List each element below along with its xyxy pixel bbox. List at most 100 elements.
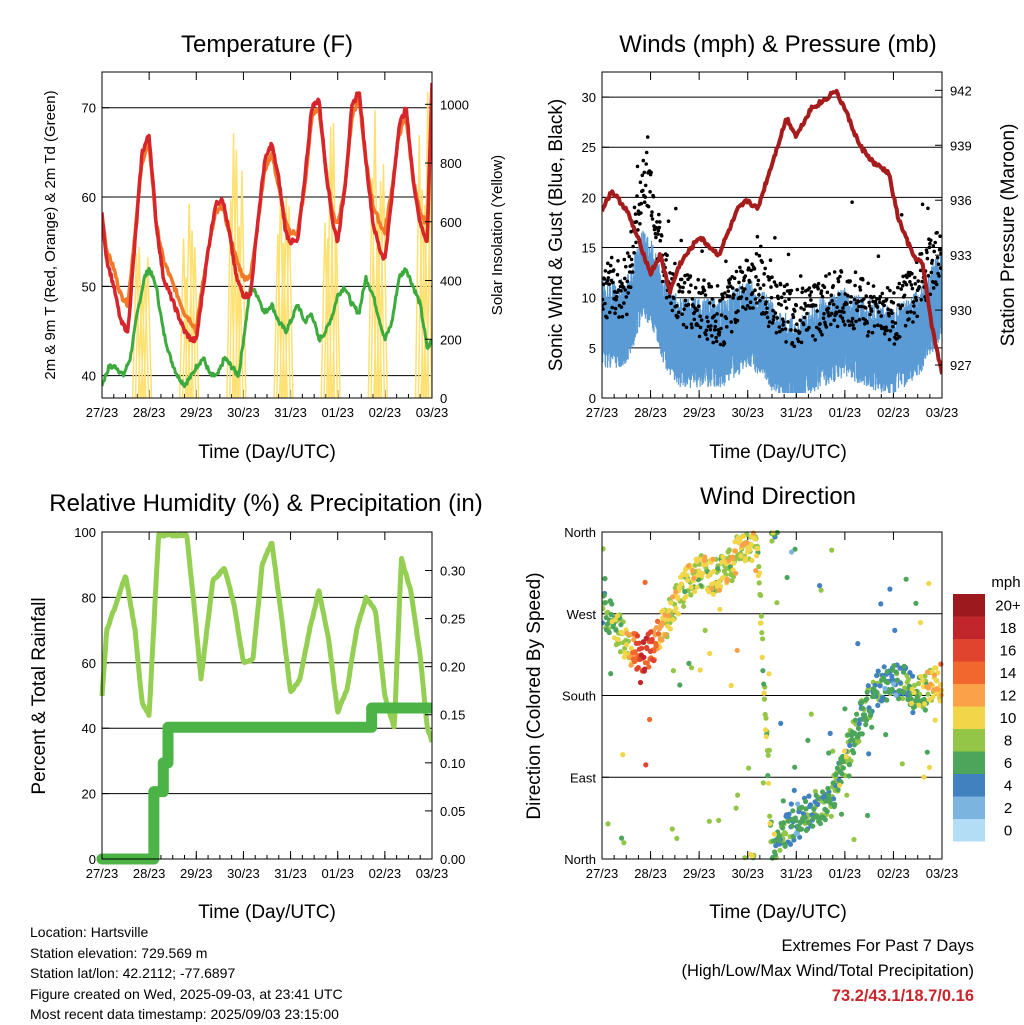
solar-spike — [229, 133, 239, 398]
x-tick-label: 27/23 — [86, 405, 119, 420]
wind-series — [602, 230, 942, 393]
y-tick-label: 40 — [82, 721, 96, 736]
y2-tick-label: 0 — [440, 391, 447, 406]
extremes-values: 73.2/43.1/18.7/0.16 — [831, 987, 974, 1005]
y-tick-label: 5 — [589, 341, 596, 356]
station-info: Location: Hartsville Station elevation: … — [30, 922, 343, 1025]
temperature-ylabel: 2m & 9m T (Red, Orange) & 2m Td (Green) — [42, 90, 59, 379]
colorbar-swatch — [953, 774, 985, 797]
humidity-panel: Relative Humidity (%) & Precipitation (i… — [29, 490, 483, 923]
solar-spike — [367, 177, 377, 398]
series-group — [102, 82, 432, 398]
x-tick-label: 29/23 — [683, 405, 716, 420]
x-tick-label: 27/23 — [586, 866, 619, 881]
colorbar-swatch — [953, 594, 985, 617]
x-tick-label: 29/23 — [180, 866, 213, 881]
winds-plot-area: 27/23 28/23 29/23 30/23 31/23 01/23 02/23 03/23… — [582, 71, 972, 420]
temperature-plot-area: 27/23 28/23 29/23 30/23 31/23 01/23 02/23 03/23… — [82, 71, 469, 420]
x-tick-label: 03/23 — [416, 866, 449, 881]
y-tick-label: 80 — [82, 590, 96, 605]
y-tick-label: 100 — [74, 525, 96, 540]
y2-tick-label: 0.20 — [440, 660, 465, 675]
y-tick-label: 60 — [82, 656, 96, 671]
colorbar-label: 14 — [1000, 665, 1017, 682]
colorbar-label: 10 — [1000, 710, 1017, 727]
colorbar-label: 0 — [1004, 822, 1012, 839]
solar-spike — [134, 247, 144, 398]
y-tick-label: North — [564, 525, 596, 540]
precip-line — [96, 702, 432, 865]
colorbar-swatch — [953, 661, 985, 684]
extremes-subtitle: (High/Low/Max Wind/Total Precipitation) — [681, 962, 974, 980]
solar-spike — [143, 257, 153, 398]
x-tick-label: 02/23 — [877, 866, 910, 881]
direction-points — [637, 635, 649, 686]
humidity-title: Relative Humidity (%) & Precipitation (i… — [49, 490, 482, 517]
rh-line — [99, 532, 432, 743]
y-tick-label: 20 — [582, 190, 596, 205]
pressure-line — [602, 88, 942, 375]
humidity-plot-area: 27/23 28/23 29/23 30/23 31/23 01/23 02/23 03/23… — [74, 525, 465, 881]
speed-colorbar: 20+ 18 16 14 12 10 8 6 4 2 0 — [953, 594, 1021, 842]
winds-title: Winds (mph) & Pressure (mb) — [619, 31, 936, 58]
colorbar-label: 4 — [1004, 777, 1012, 794]
latlon-text: Station lat/lon: 42.2112; -77.6897 — [30, 965, 236, 981]
x-tick-label: 27/23 — [86, 866, 119, 881]
t2m-line — [102, 82, 432, 344]
x-tick-label: 28/23 — [133, 866, 166, 881]
x-tick-label: 03/23 — [926, 866, 959, 881]
x-tick-label: 31/23 — [274, 405, 307, 420]
y2-tick-label: 933 — [950, 248, 972, 263]
y2-tick-label: 0.00 — [440, 852, 465, 867]
x-tick-label: 30/23 — [227, 866, 260, 881]
x-tick-label: 02/23 — [369, 866, 402, 881]
y2-tick-label: 200 — [440, 332, 462, 347]
series-group — [602, 529, 945, 861]
y-tick-label: South — [562, 689, 596, 704]
series-group — [602, 88, 942, 393]
direction-ylabel: Direction (Colored By Speed) — [524, 572, 545, 819]
y2-tick-label: 927 — [950, 358, 972, 373]
dewpoint-line — [102, 266, 432, 389]
solar-ylabel: Solar Insolation (Yellow) — [489, 155, 506, 315]
direction-points — [633, 629, 657, 768]
extremes-title: Extremes For Past 7 Days — [781, 937, 974, 955]
y-tick-label: 0 — [589, 391, 596, 406]
y-tick-label: 40 — [82, 369, 96, 384]
x-tick-label: 01/23 — [829, 866, 862, 881]
colorbar-label: 18 — [1000, 620, 1017, 637]
y-tick-label: 0 — [89, 852, 96, 867]
x-tick-label: 01/23 — [321, 405, 354, 420]
x-tick-label: 30/23 — [731, 866, 764, 881]
created-text: Figure created on Wed, 2025-09-03, at 23… — [30, 985, 343, 1002]
direction-points — [602, 529, 930, 861]
temperature-title: Temperature (F) — [181, 31, 353, 58]
colorbar-swatch — [953, 706, 985, 729]
colorbar-label: 12 — [1000, 687, 1017, 704]
x-tick-label: 01/23 — [321, 866, 354, 881]
y-tick-label: 10 — [582, 291, 596, 306]
colorbar-swatch — [953, 819, 985, 842]
solar-spike — [234, 226, 244, 398]
colorbar-swatch — [953, 639, 985, 662]
pressure-ylabel: Station Pressure (Maroon) — [998, 124, 1019, 347]
y2-tick-label: 942 — [950, 83, 972, 98]
y-tick-label: North — [564, 852, 596, 867]
solar-spike — [378, 163, 388, 398]
winds-ylabel: Sonic Wind & Gust (Blue, Black) — [546, 99, 567, 371]
solar-spike — [190, 246, 200, 398]
temperature-xlabel: Time (Day/UTC) — [198, 442, 336, 463]
direction-panel: Wind Direction 27/23 28/23 29/23 30/23 31/23… — [524, 483, 1021, 923]
colorbar-label: 20+ — [995, 597, 1021, 614]
solar-spike — [370, 110, 380, 398]
y2-tick-label: 800 — [440, 156, 462, 171]
solar-spike — [131, 253, 141, 398]
solar-spike — [376, 181, 386, 398]
colorbar-swatch — [953, 751, 985, 774]
humidity-xlabel: Time (Day/UTC) — [198, 902, 336, 923]
y2-tick-label: 0.10 — [440, 756, 465, 771]
y-tick-label: 30 — [582, 90, 596, 105]
y-tick-label: 60 — [82, 190, 96, 205]
colorbar-label: 16 — [1000, 642, 1017, 659]
direction-plot-area: 27/23 28/23 29/23 30/23 31/23 01/23 02/23 03/23… — [562, 525, 958, 881]
